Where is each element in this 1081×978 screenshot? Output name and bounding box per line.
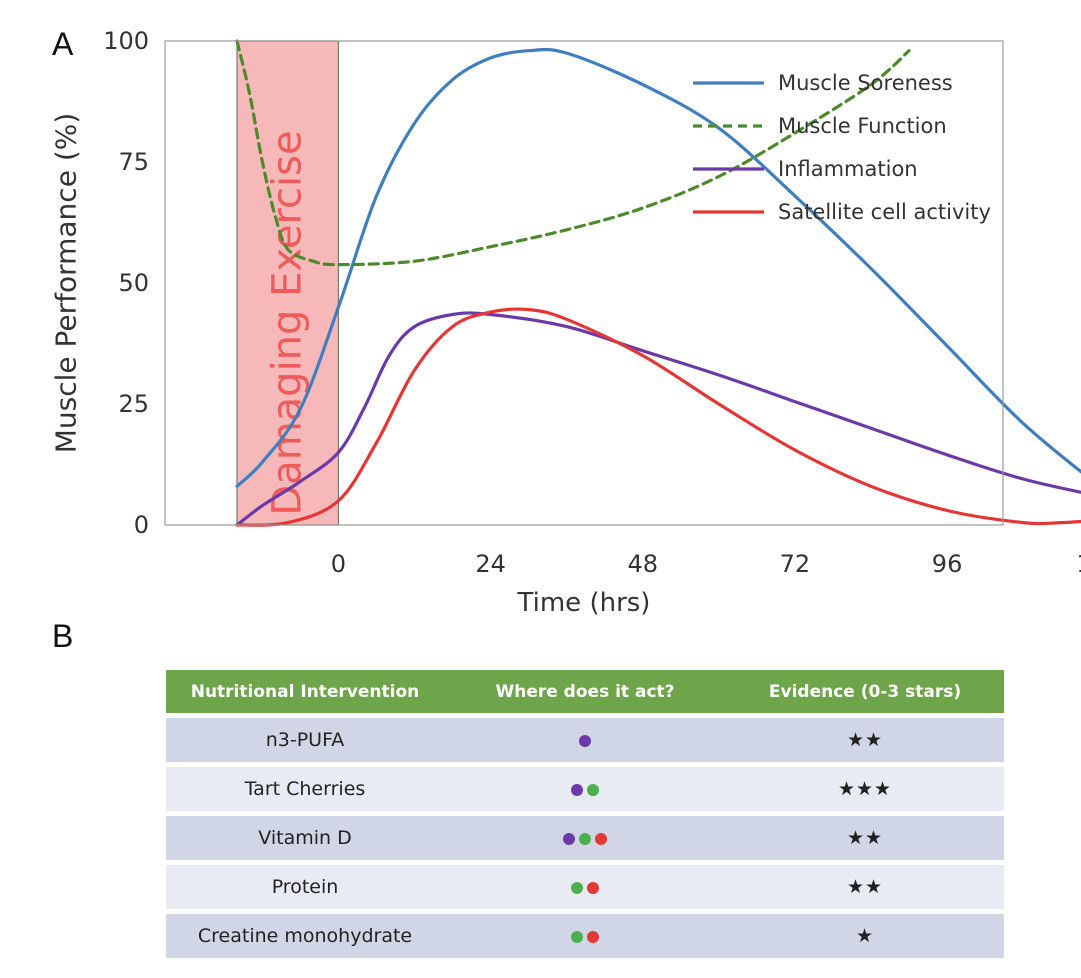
x-tick-label: 24 (475, 550, 506, 578)
red-dot-icon (587, 930, 599, 943)
x-tick-label: 72 (780, 550, 811, 578)
intervention-name: Protein (166, 865, 444, 909)
header-where: Where does it act? (444, 670, 726, 713)
evidence-stars: ★★★ (726, 767, 1004, 811)
x-axis-label: Time (hrs) (517, 588, 651, 618)
x-tick-label: 96 (932, 550, 963, 578)
green-dot-icon (579, 832, 591, 845)
green-dot-icon (587, 783, 599, 796)
series-line-muscle-soreness (235, 47, 1081, 488)
table-row: n3-PUFA ★★ (166, 718, 1004, 762)
y-axis-label: Muscle Performance (%) (50, 113, 83, 454)
red-dot-icon (587, 881, 599, 894)
purple-dot-icon (571, 783, 583, 796)
y-tick-label: 100 (103, 27, 149, 55)
damaging-exercise-label: Damaging Exercise (265, 130, 311, 515)
green-dot-icon (571, 881, 583, 894)
x-tick-label: 120 (1076, 550, 1081, 578)
action-dots (444, 865, 726, 909)
table-row: Creatine monohydrate ★ (166, 914, 1004, 958)
y-tick-label: 0 (134, 511, 149, 539)
evidence-stars: ★★ (726, 865, 1004, 909)
intervention-name: Tart Cherries (166, 767, 444, 811)
legend-label-muscle-function: Muscle Function (778, 114, 947, 138)
series-line-muscle-function (235, 39, 911, 267)
header-evidence: Evidence (0-3 stars) (726, 670, 1004, 713)
action-dots (444, 816, 726, 860)
table-row: Vitamin D ★★ (166, 816, 1004, 860)
y-tick-label: 75 (118, 148, 149, 176)
evidence-stars: ★ (726, 914, 1004, 958)
purple-dot-icon (579, 734, 591, 747)
y-tick-label: 25 (118, 390, 149, 418)
header-intervention: Nutritional Intervention (166, 670, 444, 713)
x-tick-label: 48 (627, 550, 658, 578)
evidence-stars: ★★ (726, 718, 1004, 762)
series-line-satellite-cell-activity (235, 307, 1081, 527)
legend-label-muscle-soreness: Muscle Soreness (778, 71, 953, 95)
table-header-row: Nutritional Intervention Where does it a… (166, 670, 1004, 713)
series-line-inflammation (235, 311, 1081, 527)
intervention-table: Nutritional Intervention Where does it a… (166, 665, 1004, 963)
purple-dot-icon (563, 832, 575, 845)
action-dots (444, 718, 726, 762)
panel-label-b: B (52, 618, 74, 654)
y-tick-label: 50 (118, 269, 149, 297)
red-dot-icon (595, 832, 607, 845)
table-row: Tart Cherries ★★★ (166, 767, 1004, 811)
table-row: Protein ★★ (166, 865, 1004, 909)
action-dots (444, 914, 726, 958)
evidence-stars: ★★ (726, 816, 1004, 860)
green-dot-icon (571, 930, 583, 943)
plot-frame (164, 40, 1004, 526)
performance-chart: Damaging Exercise 024487296120+025507510… (50, 27, 1081, 618)
intervention-name: Creatine monohydrate (166, 914, 444, 958)
legend-label-satellite-cell-activity: Satellite cell activity (778, 200, 991, 224)
action-dots (444, 767, 726, 811)
legend-label-inflammation: Inflammation (778, 157, 918, 181)
x-tick-label: 0 (331, 550, 346, 578)
panel-label-a: A (52, 26, 74, 62)
intervention-name: n3-PUFA (166, 718, 444, 762)
intervention-name: Vitamin D (166, 816, 444, 860)
